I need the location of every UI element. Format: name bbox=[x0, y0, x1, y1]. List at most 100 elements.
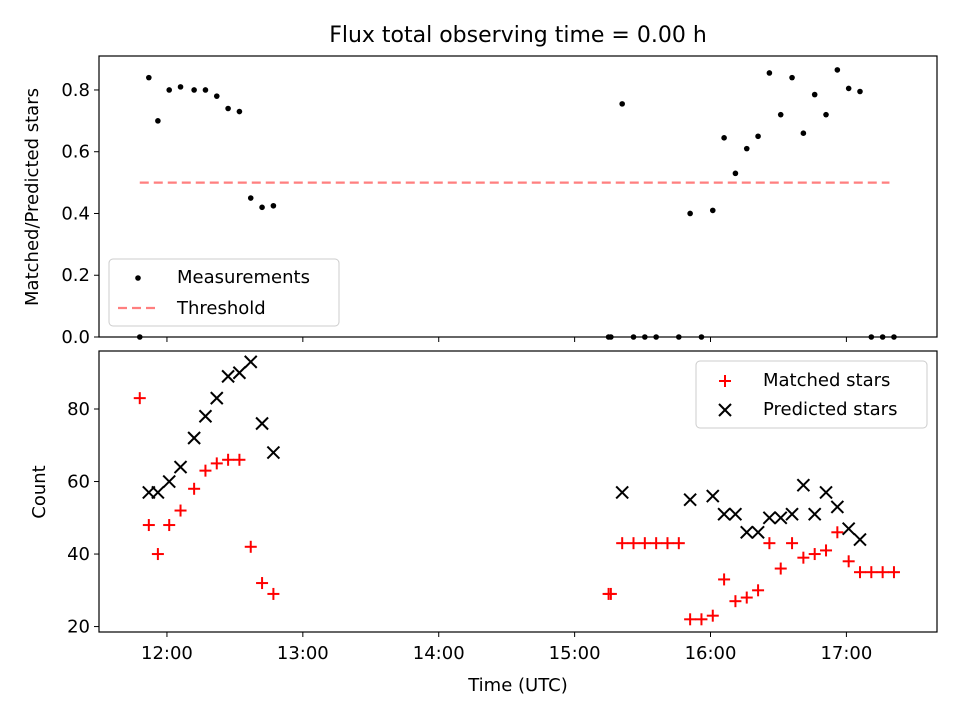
predicted-x-b bbox=[841, 521, 856, 536]
matched-star-point bbox=[718, 573, 731, 586]
predicted-x-b bbox=[740, 525, 754, 539]
bottom-xtick-label: 15:00 bbox=[549, 643, 601, 664]
measurement-point bbox=[766, 70, 773, 76]
predicted-x-b bbox=[255, 416, 269, 431]
top-ylabel: Matched/Predicted stars bbox=[22, 88, 43, 306]
predicted-x-b bbox=[162, 474, 176, 489]
predicted-star-point bbox=[853, 532, 867, 547]
predicted-x-b bbox=[615, 485, 629, 500]
matched-star-point bbox=[627, 537, 640, 550]
matched-star-point bbox=[256, 577, 269, 590]
legend-measurement-marker bbox=[135, 275, 141, 281]
matched-star-point bbox=[199, 464, 212, 477]
predicted-x-b bbox=[853, 532, 867, 547]
matched-star-point bbox=[210, 457, 223, 470]
predicted-x-b bbox=[785, 507, 799, 521]
predicted-x-b bbox=[210, 391, 224, 405]
predicted-x-b bbox=[807, 507, 822, 521]
predicted-star-point bbox=[807, 507, 822, 521]
measurement-point bbox=[687, 210, 693, 217]
predicted-star-point bbox=[841, 521, 856, 536]
measurement-point bbox=[732, 170, 739, 177]
measurement-point bbox=[811, 91, 818, 98]
measurement-point bbox=[166, 87, 173, 93]
predicted-x-b bbox=[706, 489, 720, 503]
predicted-x-b bbox=[774, 511, 788, 525]
predicted-x-b bbox=[819, 485, 833, 500]
legend-matched-label: Matched stars bbox=[763, 370, 890, 391]
legend-predicted-marker-b bbox=[718, 403, 732, 417]
legend-threshold-label: Threshold bbox=[176, 298, 266, 319]
bottom-xtick-label: 16:00 bbox=[685, 643, 737, 664]
measurement-point bbox=[777, 111, 784, 118]
matched-star-point bbox=[865, 566, 878, 579]
measurement-point bbox=[857, 88, 863, 95]
predicted-star-point bbox=[198, 409, 213, 423]
predicted-x-b bbox=[198, 409, 213, 423]
matched-star-point bbox=[672, 537, 685, 550]
matched-star-point bbox=[638, 537, 651, 550]
matched-star-point bbox=[774, 562, 787, 575]
predicted-star-point bbox=[615, 485, 629, 500]
matched-star-point bbox=[729, 595, 742, 608]
matched-star-point bbox=[695, 613, 708, 626]
matched-star-point bbox=[163, 519, 176, 532]
predicted-star-point bbox=[740, 525, 754, 539]
bottom-ytick-label: 60 bbox=[67, 472, 90, 493]
matched-star-point bbox=[233, 453, 246, 466]
measurement-point bbox=[146, 74, 152, 81]
predicted-star-point bbox=[819, 485, 833, 500]
measurement-point bbox=[709, 207, 716, 214]
bottom-xtick-label: 17:00 bbox=[820, 643, 872, 664]
measurement-point bbox=[800, 130, 807, 136]
predicted-x-b bbox=[728, 507, 743, 521]
matched-star-point bbox=[797, 551, 810, 564]
predicted-star-point bbox=[706, 489, 720, 503]
predicted-star-point bbox=[796, 478, 811, 492]
measurement-point bbox=[743, 145, 750, 152]
predicted-star-point bbox=[728, 507, 743, 521]
predicted-star-point bbox=[762, 511, 777, 525]
predicted-star-point bbox=[187, 431, 201, 445]
measurement-point bbox=[845, 85, 852, 92]
predicted-x-b bbox=[762, 511, 777, 525]
predicted-x-b bbox=[751, 525, 765, 539]
predicted-star-point bbox=[683, 492, 697, 507]
bottom-ytick-label: 80 bbox=[67, 399, 90, 420]
matched-star-point bbox=[661, 537, 674, 550]
bottom-ytick-label: 20 bbox=[67, 617, 90, 638]
matched-star-point bbox=[174, 504, 187, 517]
predicted-x-b bbox=[232, 366, 247, 380]
matched-star-point bbox=[604, 587, 617, 600]
matched-star-point bbox=[808, 548, 821, 561]
predicted-x-b bbox=[244, 355, 258, 369]
predicted-x-b bbox=[683, 492, 697, 507]
predicted-star-point bbox=[717, 507, 731, 521]
top-plot-frame bbox=[98, 55, 938, 338]
bottom-panel: 20 40 60 80 12:00 13:00 14:00 15:00 16:00 17:00 Ma… bbox=[29, 350, 938, 696]
predicted-star-point bbox=[162, 474, 176, 489]
legend-predicted-label: Predicted stars bbox=[763, 399, 897, 420]
bottom-plot-frame bbox=[98, 350, 938, 633]
bottom-xtick-label: 13:00 bbox=[277, 643, 329, 664]
predicted-star-point bbox=[210, 391, 224, 405]
predicted-star-point bbox=[785, 507, 799, 521]
measurement-point bbox=[259, 204, 265, 211]
measurement-point bbox=[823, 111, 829, 118]
predicted-x-b bbox=[796, 478, 811, 492]
measurement-point bbox=[789, 74, 795, 81]
matched-star-point bbox=[616, 537, 629, 550]
top-ytick-label: 0.2 bbox=[61, 265, 90, 286]
measurement-point bbox=[236, 108, 243, 115]
matched-star-point bbox=[222, 453, 235, 466]
top-panel: Flux total observing time = 0.00 h 0.00.… bbox=[22, 23, 938, 348]
predicted-star-point bbox=[266, 445, 281, 460]
matched-star-point bbox=[842, 555, 855, 568]
matched-star-point bbox=[752, 584, 765, 597]
matched-star-point bbox=[853, 566, 866, 579]
predicted-star-point bbox=[221, 369, 235, 384]
bottom-xtick-label: 12:00 bbox=[141, 643, 193, 664]
predicted-x-b bbox=[830, 500, 845, 514]
matched-star-point bbox=[763, 537, 776, 550]
